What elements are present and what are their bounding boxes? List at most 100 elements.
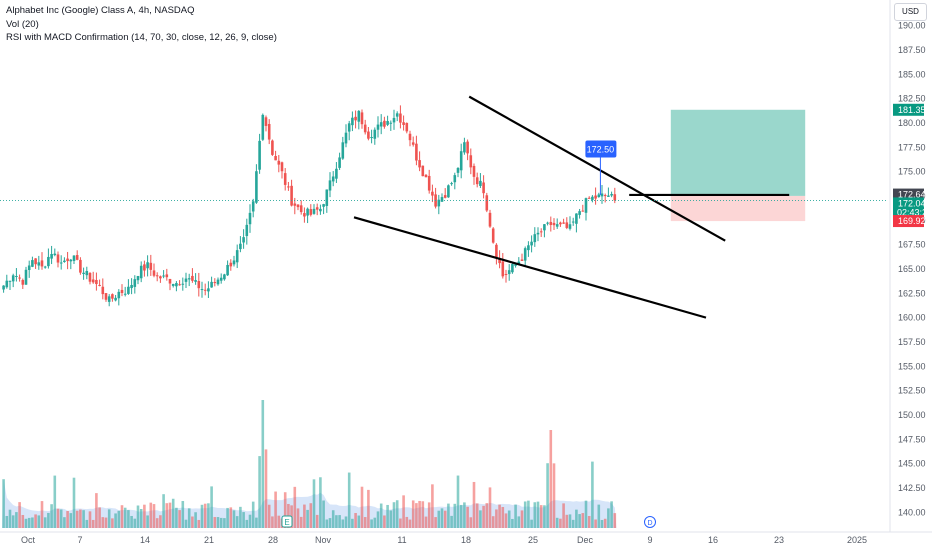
volume-indicator-label[interactable]: Vol (20) (6, 18, 39, 30)
earnings-icon (281, 515, 293, 528)
x-tick-label: 25 (528, 535, 538, 545)
volume-bar (511, 518, 514, 528)
candle-body (232, 260, 236, 265)
candle-body (479, 180, 482, 186)
volume-bar (171, 498, 175, 528)
trendlines (0, 95, 888, 319)
candle-body (120, 289, 124, 293)
stop-zone (670, 195, 806, 222)
candle-body (370, 136, 373, 139)
volume-bar (328, 518, 332, 528)
candle-body (482, 182, 485, 194)
volume-bar (149, 502, 153, 528)
candle-body (315, 207, 319, 210)
candle-body (536, 232, 540, 235)
volume-bar (191, 516, 194, 528)
candle-body (267, 123, 271, 140)
volume-bar (40, 501, 44, 528)
candle-body (248, 212, 252, 225)
candle-body (351, 117, 354, 126)
volume-bar (523, 501, 527, 528)
candle-body (2, 285, 5, 290)
candle-body (373, 129, 377, 139)
volume-bar (21, 514, 25, 528)
volume-bar (549, 430, 553, 528)
candle-body (427, 175, 431, 191)
candle-body (72, 255, 76, 261)
candle-body (283, 173, 287, 185)
candle-body (523, 248, 527, 261)
entry-tag (585, 140, 617, 158)
x-tick-label: 14 (140, 535, 150, 545)
candle-body (539, 231, 543, 233)
candle-body (168, 278, 172, 284)
volume-bar (11, 515, 15, 528)
x-tick-label: Nov (315, 535, 332, 545)
y-tick-label: 150.00 (898, 410, 926, 420)
candle-body (389, 122, 393, 124)
volume-bar (527, 500, 530, 528)
volume-bar (72, 477, 76, 528)
volume-bar (34, 514, 37, 528)
volume-bar (162, 494, 165, 528)
volume-bar (31, 517, 34, 528)
volume-bar (424, 516, 428, 528)
volume-bar (293, 486, 297, 528)
candle-body (219, 277, 223, 281)
candle-body (405, 122, 409, 132)
candle-body (472, 165, 476, 177)
x-tick-label: 7 (77, 535, 82, 545)
volume-bar (488, 487, 492, 528)
volume-bar (504, 513, 508, 528)
candle-body (187, 278, 191, 280)
volume-bar (155, 518, 159, 528)
x-tick-label: 21 (204, 535, 214, 545)
candle-body (597, 194, 601, 198)
stop-price-tag (893, 215, 924, 228)
volume-bar (440, 508, 444, 528)
currency-button[interactable]: USD (894, 3, 927, 21)
chart-title[interactable]: Alphabet Inc (Google) Class A, 4h, NASDA… (6, 5, 195, 16)
volume-bar (383, 515, 386, 528)
candle-body (511, 264, 514, 273)
volume-bar (367, 489, 370, 528)
volume-bar (216, 517, 220, 528)
candle-body (331, 176, 335, 182)
volume-bar (178, 510, 181, 528)
candle-body (415, 143, 418, 161)
candle-body (216, 279, 220, 285)
candle-body (338, 157, 341, 168)
x-tick-label: 9 (647, 535, 652, 545)
candle-body (607, 195, 610, 197)
candle-body (34, 258, 37, 265)
last-close-tag-text: 172.64 (898, 190, 926, 200)
volume-bar (536, 501, 540, 528)
volume-bar (98, 507, 101, 528)
volume-bar (59, 509, 63, 528)
candle-body (411, 142, 415, 145)
volume-bar (370, 519, 373, 528)
candle-body (357, 110, 361, 122)
volume-bar (159, 515, 162, 528)
volume-pane (2, 400, 617, 528)
candle-body (50, 254, 53, 259)
volume-bar (568, 514, 572, 528)
volume-bar (530, 519, 533, 528)
volume-bar (107, 509, 111, 528)
candle-body (255, 171, 258, 203)
rsi-indicator-label[interactable]: RSI with MACD Confirmation (14, 70, 30, … (6, 32, 277, 43)
candle-body (274, 156, 277, 161)
y-tick-label: 157.50 (898, 337, 926, 347)
candle-body (107, 296, 111, 302)
y-tick-label: 177.50 (898, 142, 926, 152)
candle-body (383, 120, 386, 127)
candle-body (475, 177, 479, 185)
candle-body (133, 279, 137, 287)
volume-bar (95, 493, 98, 528)
y-tick-label: 190.00 (898, 21, 926, 31)
y-tick-label: 145.00 (898, 459, 926, 469)
volume-bar (479, 510, 482, 528)
volume-bar (200, 504, 204, 528)
candle-body (251, 201, 255, 212)
